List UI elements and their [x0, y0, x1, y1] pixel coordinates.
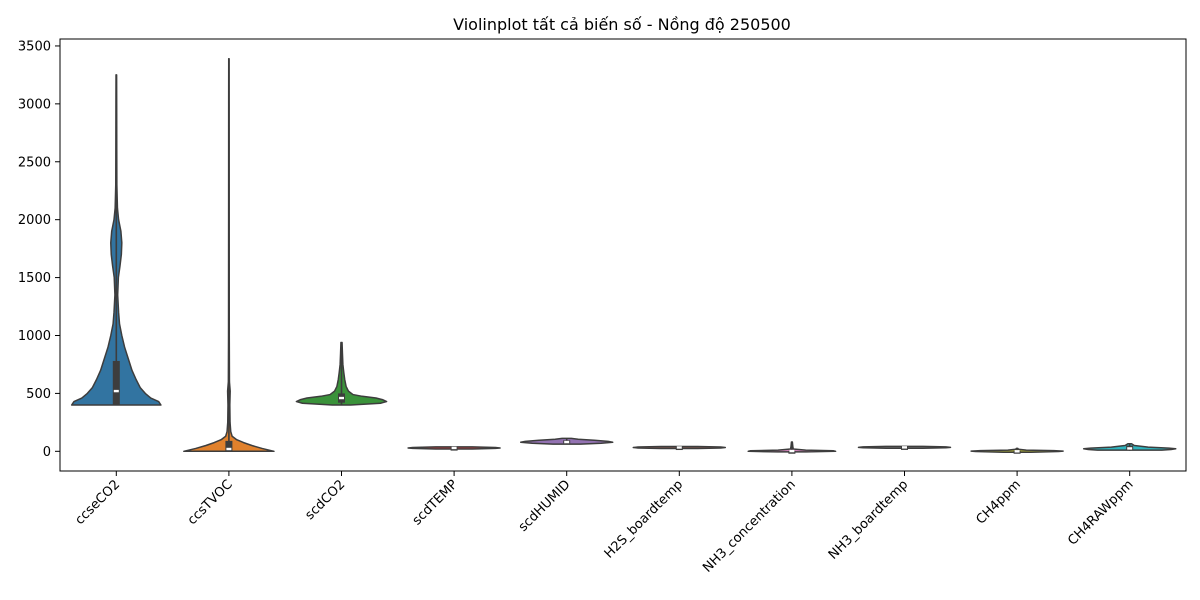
y-tick-label-1000: 1000	[18, 329, 51, 344]
iqr-box-ccseco2	[112, 360, 120, 405]
y-tick-label-2500: 2500	[18, 155, 51, 170]
y-tick-label-1500: 1500	[18, 271, 51, 286]
plot-frame	[59, 38, 1187, 472]
median-ch4ppm	[1014, 450, 1020, 453]
chart-title: Violinplot tất cả biến số - Nồng độ 2505…	[453, 15, 791, 34]
iqr-box-ccstvoc	[225, 440, 233, 452]
median-scdco2	[339, 396, 344, 400]
x-tick-label-ch4rawppm: CH4RAWppm	[1065, 477, 1136, 548]
x-tick-label-ccstvoc: ccsTVOC	[185, 477, 236, 528]
median-ccstvoc	[226, 447, 232, 451]
median-ch4rawppm	[1127, 447, 1133, 450]
median-nh3-boardtemp	[902, 446, 907, 449]
y-tick-label-0: 0	[43, 445, 51, 460]
x-tick-label-scdhumid: scdHUMID	[516, 477, 574, 535]
x-tick-label-scdtemp: scdTEMP	[410, 477, 461, 528]
y-tick-label-3500: 3500	[18, 39, 51, 54]
violin-group	[70, 57, 1177, 454]
x-tick-label-nh3-concentration: NH3_concentration	[700, 477, 799, 576]
y-axis: 0 500 1000 1500 2000 2500 3000 3500	[18, 39, 60, 460]
y-tick-label-3000: 3000	[18, 97, 51, 112]
median-ccseco2	[113, 389, 119, 393]
y-tick-label-2000: 2000	[18, 213, 51, 228]
median-scdhumid	[564, 440, 570, 444]
median-scdtemp	[451, 446, 457, 450]
y-tick-label-500: 500	[26, 387, 51, 402]
x-tick-label-nh3-boardtemp: NH3_boardtemp	[826, 477, 911, 562]
x-tick-label-h2s-boardtemp: H2S_boardtemp	[602, 477, 686, 561]
x-tick-label-scdco2: scdCO2	[303, 477, 349, 523]
x-tick-label-ccseco2: ccseCO2	[72, 477, 123, 528]
x-tick-label-ch4ppm: CH4ppm	[974, 477, 1024, 527]
median-nh3-concentration	[789, 449, 795, 453]
x-axis: ccseCO2 ccsTVOC scdCO2 scdTEMP scdHUMID H2S_b…	[72, 471, 1137, 576]
median-h2s-boardtemp	[676, 446, 682, 449]
